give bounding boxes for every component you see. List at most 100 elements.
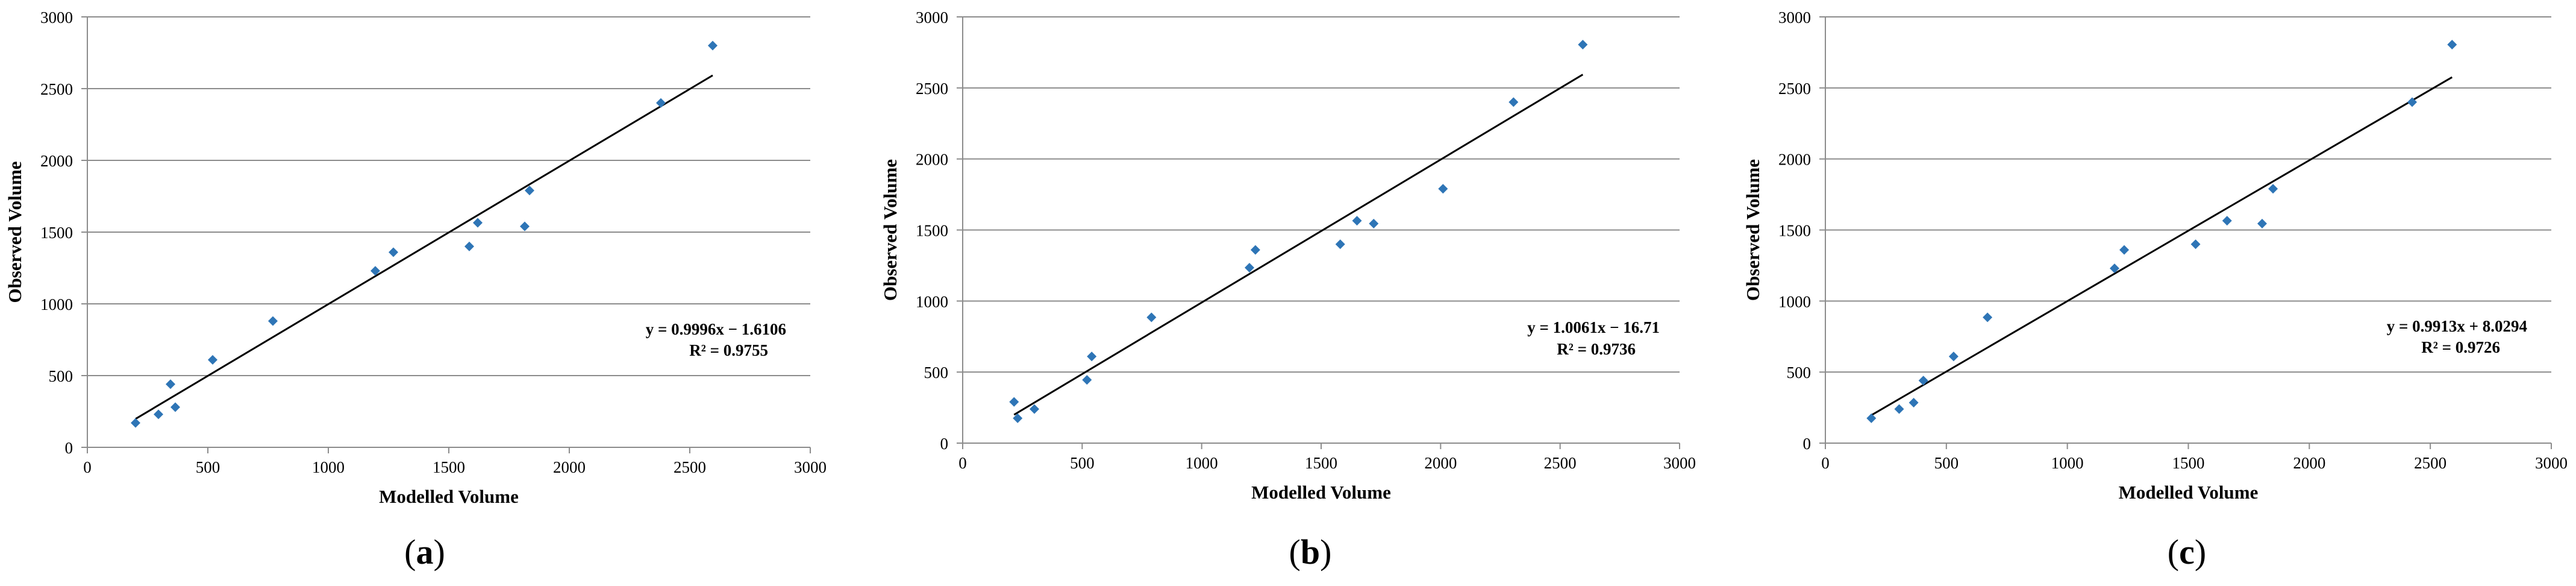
y-tick-label: 3000 <box>1778 8 1811 27</box>
r-squared-label: R² = 0.9755 <box>689 341 768 359</box>
x-tick-label: 1000 <box>2051 454 2084 472</box>
data-point <box>1146 312 1157 323</box>
x-tick-label: 1000 <box>312 458 345 476</box>
data-point <box>166 379 175 389</box>
x-tick-label: 3000 <box>794 458 827 476</box>
x-tick-label: 1500 <box>2172 454 2205 472</box>
data-point <box>1578 39 1588 49</box>
data-point <box>2109 263 2119 274</box>
y-tick-label: 500 <box>49 367 73 385</box>
data-point <box>268 316 278 326</box>
x-tick-label: 1500 <box>433 458 465 476</box>
data-point <box>1352 216 1362 226</box>
x-tick-label: 0 <box>1821 454 1830 472</box>
y-tick-label: 2500 <box>916 80 948 98</box>
data-point <box>473 218 483 228</box>
x-axis-title: Modelled Volume <box>1251 482 1391 503</box>
data-point <box>1087 351 1097 362</box>
x-tick-label: 2500 <box>674 458 706 476</box>
trendline <box>135 74 713 420</box>
data-point <box>2190 239 2201 250</box>
data-point <box>2447 39 2457 49</box>
y-tick-label: 1000 <box>1778 292 1811 310</box>
data-point <box>1894 404 1904 414</box>
data-point <box>1369 218 1379 228</box>
trendline <box>1013 74 1584 416</box>
x-tick-label: 3000 <box>1663 454 1696 472</box>
y-axis-title: Observed Volume <box>880 159 901 301</box>
data-point <box>1918 376 1928 386</box>
data-point <box>1245 262 1254 273</box>
data-point <box>170 402 180 412</box>
r-squared-label: R² = 0.9726 <box>2421 338 2500 356</box>
data-point <box>1030 404 1039 414</box>
x-tick-label: 1000 <box>1186 454 1218 472</box>
data-point <box>370 266 380 276</box>
data-point <box>2257 218 2268 228</box>
x-axis-title: Modelled Volume <box>379 486 519 507</box>
y-tick-label: 3000 <box>916 8 948 27</box>
data-point <box>520 221 530 232</box>
data-point <box>2119 245 2130 255</box>
x-tick-label: 2500 <box>1544 454 1577 472</box>
x-tick-label: 500 <box>1934 454 1959 472</box>
data-point <box>1009 397 1019 407</box>
y-tick-label: 2000 <box>916 151 948 169</box>
scatter-panel-3: 0 500 1000 1500 2000 2500 3000 0 500 1000 1500 2000… <box>1742 8 2568 572</box>
y-tick-label: 0 <box>940 435 949 453</box>
data-point <box>2407 97 2418 107</box>
x-tick-label: 2000 <box>2293 454 2325 472</box>
y-tick-label: 500 <box>924 364 949 382</box>
regression-equation: y = 1.0061x − 16.71 <box>1527 318 1660 336</box>
data-point <box>1013 413 1023 423</box>
data-point <box>656 98 666 108</box>
y-tick-label: 0 <box>65 439 73 457</box>
y-tick-label: 1500 <box>1778 222 1811 240</box>
data-point <box>2268 184 2278 194</box>
data-point <box>1866 413 1877 423</box>
x-axis-title: Modelled Volume <box>2119 482 2259 503</box>
y-tick-label: 1000 <box>916 292 948 310</box>
data-point <box>464 241 474 251</box>
data-point <box>1909 397 1919 408</box>
x-tick-label: 0 <box>958 454 967 472</box>
trendline <box>1871 76 2453 417</box>
data-point <box>154 409 163 420</box>
data-point <box>2222 216 2232 226</box>
data-point <box>389 247 398 257</box>
scatter-panel-2: 0 500 1000 1500 2000 2500 3000 0 500 1000 1500 2000… <box>880 8 1696 572</box>
regression-equation: y = 0.9996x − 1.6106 <box>646 320 786 338</box>
x-tick-label: 2500 <box>2414 454 2446 472</box>
y-tick-label: 1500 <box>40 224 73 242</box>
data-point <box>1983 312 1993 323</box>
data-point <box>1508 97 1519 107</box>
y-tick-label: 0 <box>1803 435 1812 453</box>
y-tick-label: 500 <box>1787 364 1812 382</box>
y-axis-title: Observed Volume <box>1742 159 1763 301</box>
y-tick-label: 2000 <box>40 152 73 170</box>
x-tick-label: 500 <box>196 458 220 476</box>
panel-label: (b) <box>1289 532 1332 572</box>
data-point <box>131 418 140 428</box>
y-tick-label: 3000 <box>40 8 73 27</box>
data-point <box>1335 239 1345 250</box>
data-point <box>1250 245 1260 255</box>
regression-equation: y = 0.9913x + 8.0294 <box>2387 317 2527 335</box>
x-tick-label: 3000 <box>2535 454 2568 472</box>
x-tick-label: 2000 <box>553 458 586 476</box>
panel-label: (a) <box>404 532 445 572</box>
y-tick-label: 2000 <box>1778 151 1811 169</box>
x-tick-label: 1500 <box>1305 454 1337 472</box>
y-tick-label: 1500 <box>916 222 948 240</box>
x-tick-label: 0 <box>83 458 92 476</box>
r-squared-label: R² = 0.9736 <box>1557 340 1636 358</box>
x-tick-label: 500 <box>1070 454 1095 472</box>
x-tick-label: 2000 <box>1424 454 1457 472</box>
scatter-panel-1: 0 500 1000 1500 2000 2500 3000 0 500 1000 1500 2000… <box>4 8 827 572</box>
data-point <box>1948 351 1959 362</box>
y-tick-label: 2500 <box>1778 80 1811 98</box>
data-point <box>525 185 534 195</box>
y-tick-label: 1000 <box>40 295 73 313</box>
